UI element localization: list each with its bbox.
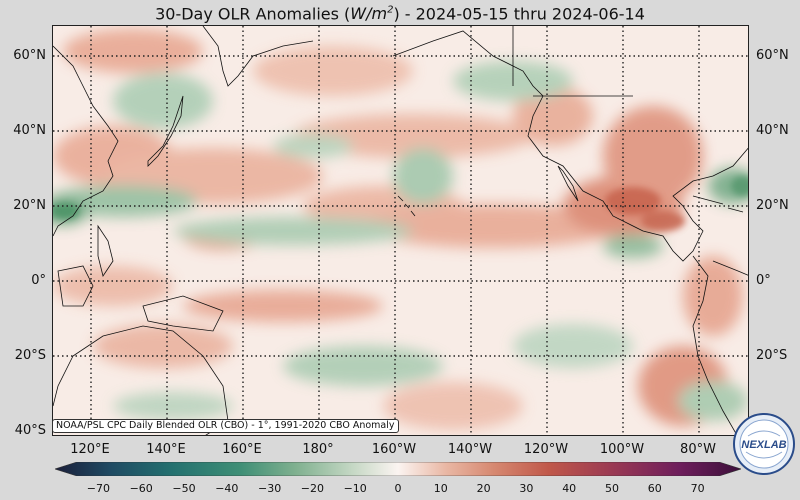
colorbar-tick-label: −50 [172, 482, 196, 495]
lon-label-160w: 160°W [371, 442, 417, 457]
lat-label-right-40n: 40°N [756, 123, 789, 138]
colorbar-tick-label: −40 [215, 482, 239, 495]
colorbar-tick-label: −60 [129, 482, 153, 495]
anomaly-field [53, 29, 748, 430]
lat-label-left-20n: 20°N [13, 198, 46, 213]
colorbar [55, 462, 741, 476]
olr-anomaly-map [52, 25, 749, 436]
colorbar-tick-label: −10 [343, 482, 367, 495]
lat-label-left-eq: 0° [31, 273, 46, 288]
lat-label-left-20s: 20°S [14, 348, 46, 363]
map-canvas [53, 26, 748, 435]
colorbar-tick-label: −20 [300, 482, 324, 495]
colorbar-tick-label: 10 [433, 482, 448, 495]
data-source-note: NOAA/PSL CPC Daily Blended OLR (CBO) - 1… [52, 419, 399, 433]
lon-label-160e: 160°E [222, 442, 262, 457]
colorbar-tick-label: 50 [605, 482, 619, 495]
map-title: 30-Day OLR Anomalies (W/m2) - 2024-05-15… [155, 4, 645, 24]
lon-label-100w: 100°W [599, 442, 645, 457]
coastlines [53, 26, 748, 435]
graticule [53, 26, 748, 435]
colorbar-tick-label: 40 [562, 482, 577, 495]
lat-label-left-60n: 60°N [13, 48, 46, 63]
lat-label-right-20n: 20°N [756, 198, 789, 213]
colorbar-tick-label: −70 [86, 482, 110, 495]
colorbar-tick-label: −30 [257, 482, 282, 495]
lon-label-140w: 140°W [447, 442, 493, 457]
lat-label-left-40s: 40°S [14, 423, 46, 438]
lat-label-right-20s: 20°S [756, 348, 788, 363]
lon-label-120w: 120°W [523, 442, 569, 457]
nexlab-logo: NEXLAB [733, 413, 795, 475]
lat-label-left-40n: 40°N [13, 123, 46, 138]
colorbar-tick-label: 30 [519, 482, 534, 495]
lon-label-180: 180° [302, 442, 334, 457]
lon-label-120e: 120°E [70, 442, 110, 457]
colorbar-tick-label: 0 [394, 482, 402, 495]
lon-label-80w: 80°W [680, 442, 716, 457]
lat-label-right-60n: 60°N [756, 48, 789, 63]
colorbar-tick-label: 70 [690, 482, 705, 495]
lat-label-right-eq: 0° [756, 273, 771, 288]
colorbar-tick-label: 20 [476, 482, 491, 495]
lon-label-140e: 140°E [146, 442, 186, 457]
colorbar-tick-label: 60 [647, 482, 662, 495]
svg-text:NEXLAB: NEXLAB [741, 439, 786, 451]
